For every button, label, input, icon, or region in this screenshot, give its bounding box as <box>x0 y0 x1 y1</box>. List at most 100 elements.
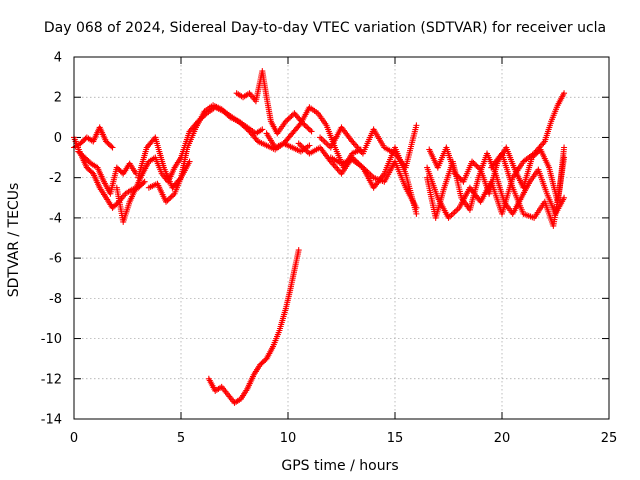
y-tick-label: -6 <box>49 252 62 267</box>
data-point-marker <box>305 125 312 132</box>
data-point-marker <box>197 115 204 122</box>
data-point-marker <box>288 112 295 119</box>
y-tick-label: -10 <box>41 332 62 347</box>
y-tick-label: 0 <box>54 131 62 146</box>
series-arc-5 <box>135 134 193 191</box>
data-point-marker <box>302 123 309 130</box>
data-point-marker <box>476 165 483 172</box>
data-point-marker <box>193 119 200 126</box>
y-tick-label: -2 <box>49 171 62 186</box>
data-point-marker <box>357 147 364 154</box>
x-tick-label: 20 <box>494 431 511 446</box>
y-tick-label: -4 <box>49 211 62 226</box>
data-point-marker <box>306 142 313 149</box>
data-point-marker <box>242 124 249 131</box>
data-point-marker <box>456 174 463 181</box>
data-point-marker <box>320 137 327 144</box>
y-tick-label: 2 <box>54 91 62 106</box>
data-point-marker <box>167 194 174 201</box>
data-point-marker <box>324 141 331 148</box>
y-axis: -14 -12 -10 -8 -6 -4 -2 0 2 4 <box>41 51 609 428</box>
data-point-marker <box>317 134 324 141</box>
data-point-marker <box>470 159 477 166</box>
data-point-marker <box>457 176 464 183</box>
data-point-marker <box>321 138 328 145</box>
x-tick-label: 15 <box>387 431 404 446</box>
x-tick-label: 0 <box>70 431 78 446</box>
data-point-marker <box>351 141 358 148</box>
x-tick-label: 25 <box>601 431 618 446</box>
x-tick-label: 5 <box>177 431 185 446</box>
data-point-marker <box>296 121 303 128</box>
data-point-marker <box>413 204 420 211</box>
data-point-marker <box>285 115 292 122</box>
data-point-marker <box>108 143 115 150</box>
series-arc-3 <box>75 148 140 197</box>
data-point-marker <box>195 118 202 125</box>
data-point-marker <box>561 194 568 201</box>
data-point-marker <box>196 117 203 124</box>
series-arc-11 <box>317 122 420 171</box>
data-point-marker <box>453 207 460 214</box>
data-point-marker <box>239 121 246 128</box>
data-point-marker <box>295 140 302 147</box>
data-point-marker <box>304 124 311 131</box>
data-point-marker <box>165 196 172 203</box>
grid <box>74 57 609 419</box>
data-point-marker <box>331 163 338 170</box>
series-arc-17 <box>488 144 568 229</box>
y-tick-label: -8 <box>49 292 62 307</box>
y-tick-label: 4 <box>54 51 62 66</box>
data-point-marker <box>451 170 458 177</box>
data-point-marker <box>307 127 314 134</box>
data-point-marker <box>335 167 342 174</box>
chart-title: Day 068 of 2024, Sidereal Day-to-day VTE… <box>44 20 606 36</box>
data-point-marker <box>451 209 458 216</box>
data-point-marker <box>454 173 461 180</box>
data-point-marker <box>413 210 420 217</box>
data-point-marker <box>200 112 207 119</box>
series-arc-8 <box>233 68 315 137</box>
data-point-marker <box>561 144 568 151</box>
x-tick-label: 10 <box>280 431 297 446</box>
data-point-marker <box>199 114 206 121</box>
data-point-marker <box>471 161 478 168</box>
data-point-marker <box>240 123 247 130</box>
data-point-marker <box>141 178 148 185</box>
data-point-marker <box>323 140 330 147</box>
data-point-marker <box>561 90 568 97</box>
data-point-marker <box>308 128 315 135</box>
data-point-marker <box>237 120 244 127</box>
data-point-marker <box>287 114 294 121</box>
data-point-marker <box>245 127 252 134</box>
data-point-marker <box>284 117 291 124</box>
series-arc-13 <box>205 247 302 406</box>
y-axis-label: SDTVAR / TECUs <box>6 183 22 298</box>
data-point-marker <box>473 162 480 169</box>
data-point-marker <box>330 161 337 168</box>
data-point-marker <box>334 166 341 173</box>
data-point-marker <box>163 198 170 205</box>
data-point-marker <box>164 197 171 204</box>
data-point-marker <box>318 135 325 142</box>
y-tick-label: -12 <box>41 372 62 387</box>
data-point-marker <box>202 111 209 118</box>
data-point-marker <box>353 142 360 149</box>
data-point-marker <box>259 126 266 133</box>
data-point-marker <box>243 125 250 132</box>
data-point-marker <box>474 163 481 170</box>
series-arc-4 <box>113 154 184 225</box>
data-point-marker <box>453 171 460 178</box>
y-tick-label: -14 <box>41 413 62 428</box>
data-point-marker <box>282 118 289 125</box>
data-point-marker <box>297 141 304 148</box>
plot-frame <box>73 56 610 420</box>
data-point-marker <box>168 193 175 200</box>
data-point-marker <box>469 158 476 165</box>
data-point-marker <box>295 247 302 254</box>
x-axis-label: GPS time / hours <box>281 458 398 474</box>
data-point-marker <box>448 212 455 219</box>
data-point-marker <box>170 192 177 199</box>
series-arc-12 <box>327 154 420 211</box>
